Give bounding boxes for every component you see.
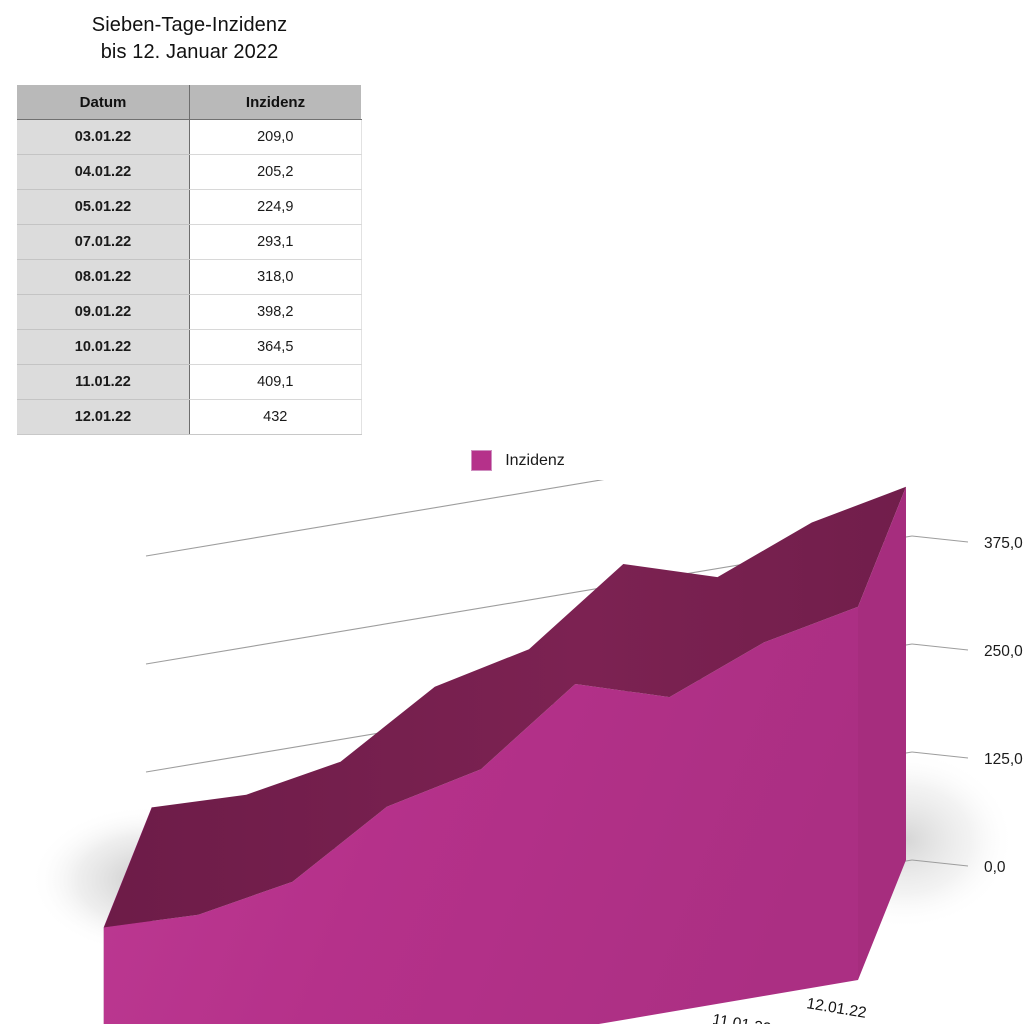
area-front-face: [104, 606, 858, 1024]
area-series-inzidenz: [103, 486, 906, 1024]
table-row: 03.01.22 209,0: [17, 119, 362, 155]
table-cell-date: 08.01.22: [17, 259, 190, 295]
table-cell-date: 09.01.22: [17, 294, 190, 330]
table-cell-value: 398,2: [189, 294, 362, 330]
table-cell-value: 318,0: [189, 259, 362, 295]
table-body: 03.01.22 209,0 04.01.22 205,2 05.01.22 224,9 0…: [17, 119, 362, 435]
table-cell-date: 03.01.22: [17, 119, 190, 155]
table-row: 12.01.22 432: [17, 399, 362, 435]
column-header-inzidenz: Inzidenz: [189, 85, 361, 120]
table-cell-value: 409,1: [189, 364, 362, 400]
table-header-row: Datum Inzidenz: [17, 85, 361, 120]
table-cell-date: 12.01.22: [17, 399, 190, 435]
y-axis-tick-3750: [911, 535, 969, 543]
table-row: 10.01.22 364,5: [17, 329, 362, 365]
table-cell-date: 10.01.22: [17, 329, 190, 365]
y-axis-tick-1250: [911, 751, 969, 759]
table-row: 07.01.22 293,1: [17, 224, 362, 260]
x-axis-label-12-01-22: 12.01.22: [805, 995, 867, 1022]
page-title-line-1: Sieben-Tage-Inzidenz: [91, 14, 288, 36]
table-row: 05.01.22 224,9: [17, 189, 362, 225]
table-row: 11.01.22 409,1: [17, 364, 362, 400]
table-cell-value: 293,1: [189, 224, 362, 260]
table-cell-value: 205,2: [189, 154, 362, 190]
chart-legend: Inzidenz: [0, 450, 1036, 471]
table-header: Datum Inzidenz: [17, 85, 361, 120]
table-row: 09.01.22 398,2: [17, 294, 362, 330]
legend-label-inzidenz: Inzidenz: [505, 451, 565, 469]
y-axis-label-00: 0,0: [984, 859, 1006, 876]
page-title-line-2: bis 12. Januar 2022: [100, 41, 279, 63]
table-cell-value: 432: [189, 399, 362, 435]
incidence-data-table: Datum Inzidenz 03.01.22 209,0 04.01.22 205,…: [17, 85, 362, 435]
y-axis-tick-00: [911, 859, 969, 867]
table-cell-date: 07.01.22: [17, 224, 190, 260]
y-axis-label-3750: 375,0: [984, 535, 1023, 552]
x-axis-label-11-01-22: 11.01.22: [711, 1011, 772, 1024]
table-cell-date: 05.01.22: [17, 189, 190, 225]
table-cell-date: 04.01.22: [17, 154, 190, 190]
table-row: 08.01.22 318,0: [17, 259, 362, 295]
table-cell-date: 11.01.22: [17, 364, 190, 400]
y-axis-label-2500: 250,0: [984, 643, 1023, 660]
area-right-side-face: [858, 486, 906, 980]
page-title: Sieben-Tage-Inzidenz bis 12. Januar 2022: [17, 12, 362, 66]
gridline-5000: [145, 480, 605, 557]
table-row: 04.01.22 205,2: [17, 154, 362, 190]
y-axis-label-1250: 125,0: [984, 751, 1023, 768]
column-header-datum: Datum: [17, 85, 190, 120]
y-axis-tick-2500: [911, 643, 969, 651]
area-top-ridge-face: [104, 486, 906, 928]
table-cell-value: 364,5: [189, 329, 362, 365]
table-cell-value: 209,0: [189, 119, 362, 155]
y-axis-tick-marks: [911, 535, 969, 867]
table-cell-value: 224,9: [189, 189, 362, 225]
legend-color-swatch-inzidenz: [471, 450, 493, 471]
